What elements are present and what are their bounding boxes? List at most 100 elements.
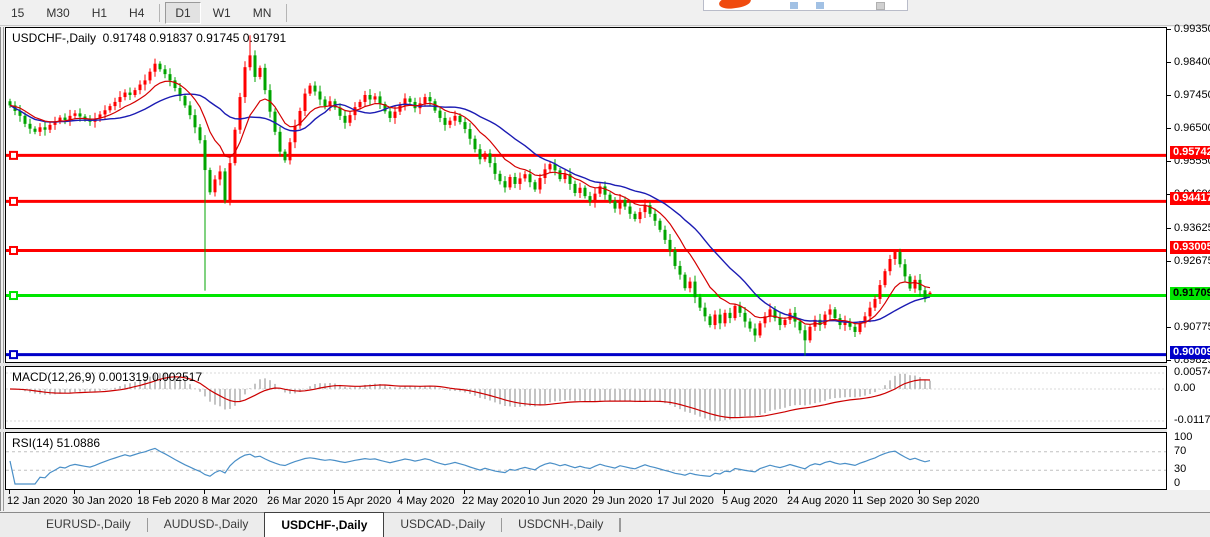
axis-tick bbox=[1167, 359, 1171, 361]
macd-tick-label: 0.00 bbox=[1174, 382, 1196, 394]
rsi-line bbox=[9, 447, 931, 485]
price-line-badge[interactable]: 0.93005 bbox=[1170, 241, 1210, 255]
date-axis[interactable]: 12 Jan 2020 30 Jan 2020 18 Feb 2020 8 Mar 2… bbox=[5, 490, 1167, 512]
price-tick-label: 0.98400 bbox=[1174, 56, 1210, 68]
period-button-d1[interactable]: D1 bbox=[165, 1, 201, 24]
broker-logo-icon bbox=[718, 0, 752, 11]
date-tick bbox=[399, 490, 400, 494]
period-button-w1[interactable]: W1 bbox=[212, 5, 231, 20]
price-tick-label: 0.96500 bbox=[1174, 122, 1210, 135]
date-label: 22 May 2020 bbox=[462, 495, 526, 507]
chart-tab-usdchf[interactable]: USDCHF-,Daily bbox=[264, 512, 385, 537]
date-tick bbox=[724, 490, 725, 494]
axis-tick bbox=[1167, 62, 1171, 63]
period-button-h1[interactable]: H1 bbox=[91, 5, 108, 20]
window-left-frame bbox=[0, 27, 5, 511]
date-tick bbox=[204, 490, 205, 494]
chart-title: USDCHF-,Daily 0.91748 0.91837 0.91745 0.… bbox=[12, 31, 286, 45]
macd-indicator-pane[interactable]: MACD(12,26,9) 0.001319 0.002517 bbox=[5, 366, 1167, 429]
price-axis[interactable]: 0.993500.984000.974500.965000.955500.946… bbox=[1167, 23, 1210, 490]
chart-tab-usdcnh[interactable]: USDCNH-,Daily bbox=[518, 517, 604, 531]
tab-divider bbox=[620, 518, 622, 532]
hline-handle[interactable] bbox=[9, 196, 18, 206]
tab-divider bbox=[146, 518, 148, 532]
rsi-tick-label: 0 bbox=[1174, 477, 1181, 489]
price-line-badge[interactable]: 0.95742 bbox=[1170, 146, 1210, 160]
period-button-h4[interactable]: H4 bbox=[129, 5, 145, 20]
price-line-badge[interactable]: 0.90009 bbox=[1170, 345, 1210, 359]
rsi-chart[interactable] bbox=[6, 433, 1166, 489]
axis-tick bbox=[1167, 227, 1171, 229]
price-line-badge[interactable]: 0.94417 bbox=[1170, 192, 1210, 206]
pane-splitter[interactable] bbox=[0, 429, 1210, 432]
period-button-15[interactable]: 15 bbox=[11, 5, 25, 20]
date-tick bbox=[919, 490, 920, 494]
date-label: 10 Jun 2020 bbox=[527, 495, 588, 507]
date-tick bbox=[139, 490, 140, 494]
floating-logo-panel[interactable] bbox=[703, 0, 908, 11]
date-tick bbox=[74, 490, 75, 494]
toolbar-separator bbox=[286, 3, 288, 22]
period-button-mn[interactable]: MN bbox=[252, 5, 272, 20]
date-tick bbox=[594, 490, 595, 494]
date-label: 15 Apr 2020 bbox=[332, 495, 392, 507]
hline-handle[interactable] bbox=[9, 150, 18, 160]
chart-tab-usdcad[interactable]: USDCAD-,Daily bbox=[400, 517, 486, 531]
axis-tick bbox=[1167, 326, 1171, 328]
macd-tick-label: -0.011738 bbox=[1174, 414, 1210, 426]
chart-tool-icon bbox=[790, 2, 798, 9]
date-label: 5 Aug 2020 bbox=[722, 495, 778, 507]
axis-tick bbox=[1167, 161, 1171, 163]
date-label: 26 Mar 2020 bbox=[267, 495, 329, 507]
date-tick bbox=[464, 490, 465, 494]
period-toolbar: 15 M30 H1 H4 D1 W1 MN bbox=[0, 0, 1210, 26]
chart-tab-bar: EURUSD-,Daily AUDUSD-,Daily USDCHF-,Daily U… bbox=[0, 512, 1210, 537]
price-line-badge[interactable]: 0.91709 bbox=[1170, 286, 1210, 300]
price-tick-label: 0.92675 bbox=[1174, 254, 1210, 267]
rsi-indicator-pane[interactable]: RSI(14) 51.0886 bbox=[5, 432, 1167, 490]
macd-label: MACD(12,26,9) 0.001319 0.002517 bbox=[12, 370, 203, 384]
candles-group[interactable] bbox=[8, 35, 932, 356]
date-label: 30 Jan 2020 bbox=[72, 495, 133, 507]
date-tick bbox=[269, 490, 270, 494]
hline-handle[interactable] bbox=[9, 291, 18, 301]
chart-ohlc-values: 0.91748 0.91837 0.91745 0.91791 bbox=[102, 31, 287, 45]
price-tick-label: 0.90775 bbox=[1174, 320, 1210, 333]
date-label: 17 Jul 2020 bbox=[657, 495, 714, 507]
date-label: 8 Mar 2020 bbox=[202, 495, 258, 507]
macd-chart[interactable] bbox=[6, 367, 1166, 428]
ma-slow-line bbox=[9, 93, 931, 324]
toolbar-separator bbox=[159, 3, 161, 22]
date-label: 30 Sep 2020 bbox=[917, 495, 980, 507]
chart-tool-icon bbox=[816, 2, 824, 9]
chart-tab-audusd[interactable]: AUDUSD-,Daily bbox=[163, 517, 249, 531]
tab-divider bbox=[501, 518, 503, 532]
hline-handle[interactable] bbox=[9, 245, 18, 255]
macd-tick-label: 0.005744 bbox=[1174, 366, 1210, 378]
axis-tick bbox=[1167, 29, 1171, 30]
price-chart-pane[interactable]: USDCHF-,Daily 0.91748 0.91837 0.91745 0.… bbox=[5, 27, 1167, 363]
date-label: 24 Aug 2020 bbox=[787, 495, 849, 507]
date-label: 4 May 2020 bbox=[397, 495, 455, 507]
chart-symbol: USDCHF-,Daily bbox=[12, 31, 96, 45]
price-tick-label: 0.93625 bbox=[1174, 221, 1210, 234]
period-button-m30[interactable]: M30 bbox=[46, 5, 70, 20]
axis-tick bbox=[1167, 95, 1171, 97]
date-label: 11 Sep 2020 bbox=[852, 495, 914, 507]
rsi-tick-label: 100 bbox=[1174, 431, 1193, 443]
date-label: 18 Feb 2020 bbox=[137, 495, 199, 507]
rsi-label: RSI(14) 51.0886 bbox=[12, 436, 101, 450]
hline-handle[interactable] bbox=[9, 350, 18, 360]
chart-tab-eurusd[interactable]: EURUSD-,Daily bbox=[46, 517, 131, 531]
axis-tick bbox=[1167, 194, 1171, 196]
candlestick-chart[interactable] bbox=[6, 28, 1166, 362]
macd-signal-line bbox=[9, 376, 931, 419]
date-label: 12 Jan 2020 bbox=[7, 495, 68, 507]
axis-tick bbox=[1167, 260, 1171, 262]
date-tick bbox=[854, 490, 855, 494]
date-tick bbox=[529, 490, 530, 494]
price-tick-label: 0.97450 bbox=[1174, 89, 1210, 102]
pane-splitter[interactable] bbox=[0, 363, 1210, 366]
rsi-tick-label: 30 bbox=[1174, 463, 1187, 476]
